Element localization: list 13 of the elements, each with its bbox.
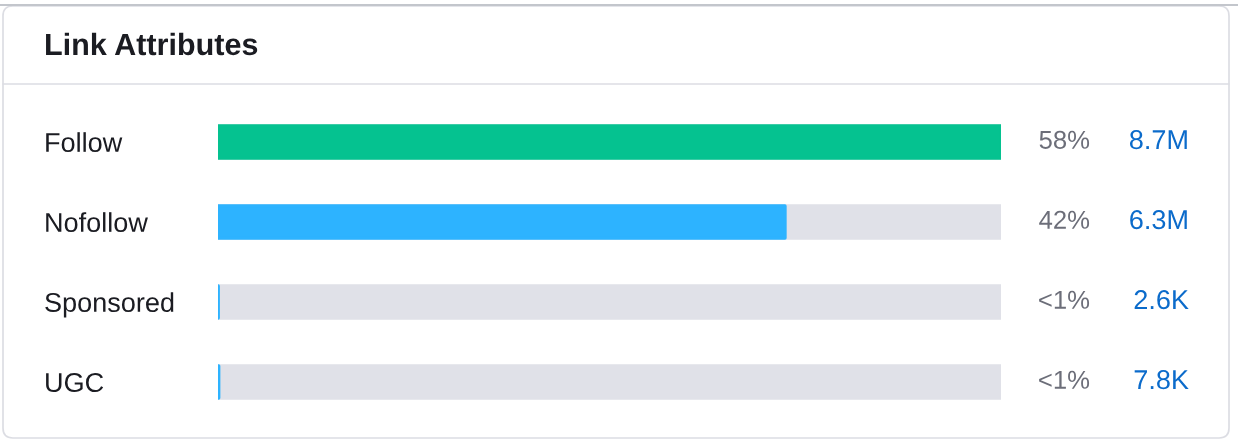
data-label: 8.7M bbox=[1129, 130, 1187, 150]
y-tick-label: UGC bbox=[46, 372, 104, 393]
chart-title: Link Attributes bbox=[46, 32, 258, 56]
text: <1% bbox=[1039, 370, 1090, 389]
text: 42% bbox=[1039, 210, 1090, 229]
data-label: 2.6K bbox=[1134, 290, 1189, 310]
data-label: 6.3M bbox=[1130, 210, 1187, 230]
y-tick-label: Sponsored bbox=[45, 292, 174, 318]
y-tick-label: Follow bbox=[46, 132, 123, 153]
text: <1% bbox=[1039, 290, 1090, 309]
data-label: 7.8K bbox=[1134, 370, 1189, 390]
text: 58% bbox=[1039, 130, 1090, 149]
y-tick-label: Nofollow bbox=[46, 212, 148, 233]
